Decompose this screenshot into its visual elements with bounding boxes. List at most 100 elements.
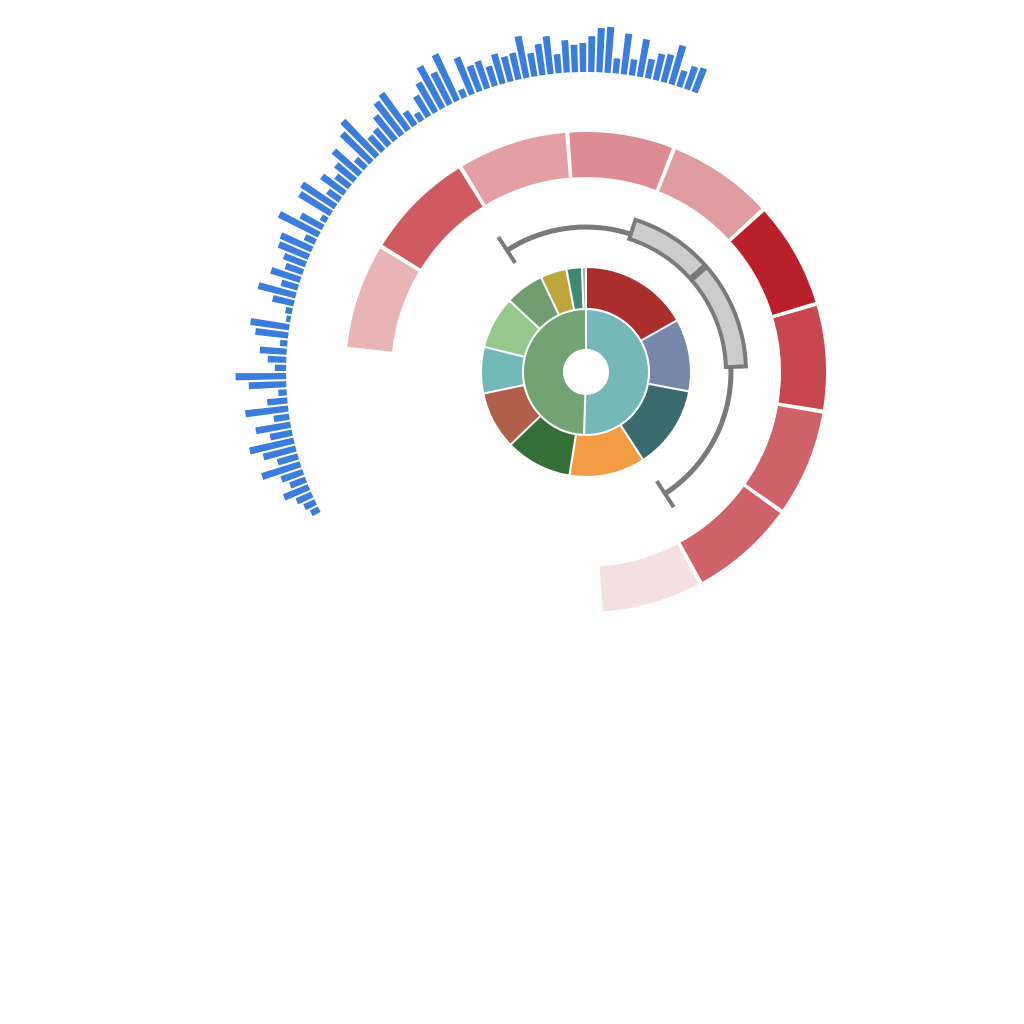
radial-bar-19 [267, 355, 287, 363]
radial-bar-57 [416, 64, 446, 110]
radial-bar-67 [509, 52, 522, 81]
radial-bar-22 [255, 328, 289, 339]
radial-bar-45 [353, 156, 368, 171]
radial-bar-82 [636, 38, 651, 78]
radial-bar-55 [413, 94, 432, 119]
radial-bar-40 [326, 188, 343, 203]
radial-bar-18 [274, 364, 287, 372]
radial-bar-58 [430, 71, 453, 107]
radial-bar-5 [280, 468, 305, 483]
radial-bar-76 [588, 36, 596, 73]
radial-bar-34 [303, 234, 317, 245]
radial-bar-65 [490, 53, 506, 85]
radial-bar-89 [691, 67, 708, 94]
radial-bar-75 [579, 42, 587, 73]
radial-bar-86 [668, 44, 687, 86]
radial-bar-56 [415, 81, 439, 115]
radial-bar-63 [474, 60, 491, 90]
radial-bar-68 [514, 35, 530, 79]
bracket-end-tick-1 [655, 479, 676, 509]
radial-bar-50 [372, 113, 398, 143]
outer-ring-segment-6 [773, 305, 827, 410]
middle-ring [480, 265, 692, 478]
radial-bar-37 [319, 214, 329, 224]
radial-bar-20 [259, 346, 287, 355]
radial-bar-25 [284, 306, 293, 315]
outer-ring-segment-5 [730, 211, 816, 315]
radial-bar-87 [676, 69, 688, 88]
outer-ring-segment-1 [382, 168, 483, 269]
radial-bar-23 [250, 318, 290, 331]
bracket-end-tick-0 [496, 235, 517, 265]
bracket-annotation [496, 217, 748, 509]
radial-bar-9 [249, 437, 295, 455]
radial-bar-35 [277, 211, 321, 238]
radial-bar-77 [596, 27, 605, 73]
radial-bar-83 [644, 58, 656, 80]
radial-bar-84 [652, 53, 666, 81]
outer-ring-segment-7 [745, 405, 823, 510]
outer-ring-segment-0 [347, 248, 419, 352]
bracket-highlight-segment-0 [626, 217, 708, 282]
radial-bar-36 [299, 212, 325, 231]
radial-bar-10 [269, 429, 293, 441]
radial-bar-1 [303, 499, 317, 511]
radial-bar-88 [684, 65, 699, 91]
radial-bar-44 [331, 148, 363, 177]
radial-bar-31 [282, 252, 308, 268]
radial-bar-29 [270, 267, 302, 283]
radial-bar-7 [276, 453, 299, 466]
radial-bar-48 [367, 134, 386, 154]
radial-bar-8 [262, 445, 297, 461]
inner-ring-segment-0 [582, 307, 650, 436]
radial-bar-27 [257, 282, 297, 299]
radial-bar-11 [255, 421, 292, 435]
radial-bar-13 [245, 405, 289, 418]
radial-bar-54 [413, 111, 425, 123]
bracket-highlight-segment-1 [688, 264, 748, 370]
radial-bar-38 [298, 191, 333, 217]
radial-bar-53 [402, 109, 418, 128]
radial-bar-85 [660, 53, 675, 84]
radial-bar-60 [457, 88, 468, 99]
radial-bar-80 [620, 33, 633, 75]
outer-ring-segment-4 [659, 149, 762, 240]
radial-bar-62 [466, 64, 483, 93]
radial-bar-78 [604, 26, 615, 74]
radial-bar-61 [453, 56, 475, 96]
radial-bar-0 [309, 506, 321, 517]
radial-bar-72 [553, 54, 562, 74]
radial-bar-66 [500, 55, 514, 83]
radial-bar-26 [271, 295, 295, 307]
inner-ring-segment-1 [521, 307, 587, 437]
radial-bar-28 [280, 279, 299, 291]
radial-bar-59 [431, 53, 460, 103]
radial-bar-4 [289, 476, 308, 489]
radial-bar-47 [340, 118, 380, 159]
radial-bar-14 [266, 397, 288, 406]
radial-bar-3 [282, 484, 311, 501]
outer-ring-segment-8 [680, 486, 781, 582]
radial-bar-2 [295, 491, 314, 505]
radial-bar-70 [534, 43, 546, 76]
radial-bar-12 [273, 413, 290, 423]
radial-bar-33 [279, 232, 314, 253]
radial-bar-42 [334, 173, 352, 190]
radial-bar-46 [339, 131, 374, 165]
outer-ring-segment-9 [599, 544, 699, 612]
inner-ring [521, 307, 650, 437]
radial-bar-49 [372, 127, 392, 148]
radial-bar-21 [279, 339, 288, 347]
radial-bar-51 [373, 100, 405, 138]
radial-bar-17 [235, 372, 287, 381]
radial-bar-32 [277, 241, 311, 260]
radial-bar-71 [542, 35, 554, 75]
radial-bar-30 [284, 262, 305, 276]
middle-ring-segment-11 [580, 265, 587, 311]
radial-bar-69 [527, 52, 538, 77]
radial-bar-64 [485, 65, 498, 88]
radial-bar-6 [261, 461, 302, 480]
radial-bar-73 [561, 40, 570, 73]
radial-bar-41 [320, 173, 347, 196]
